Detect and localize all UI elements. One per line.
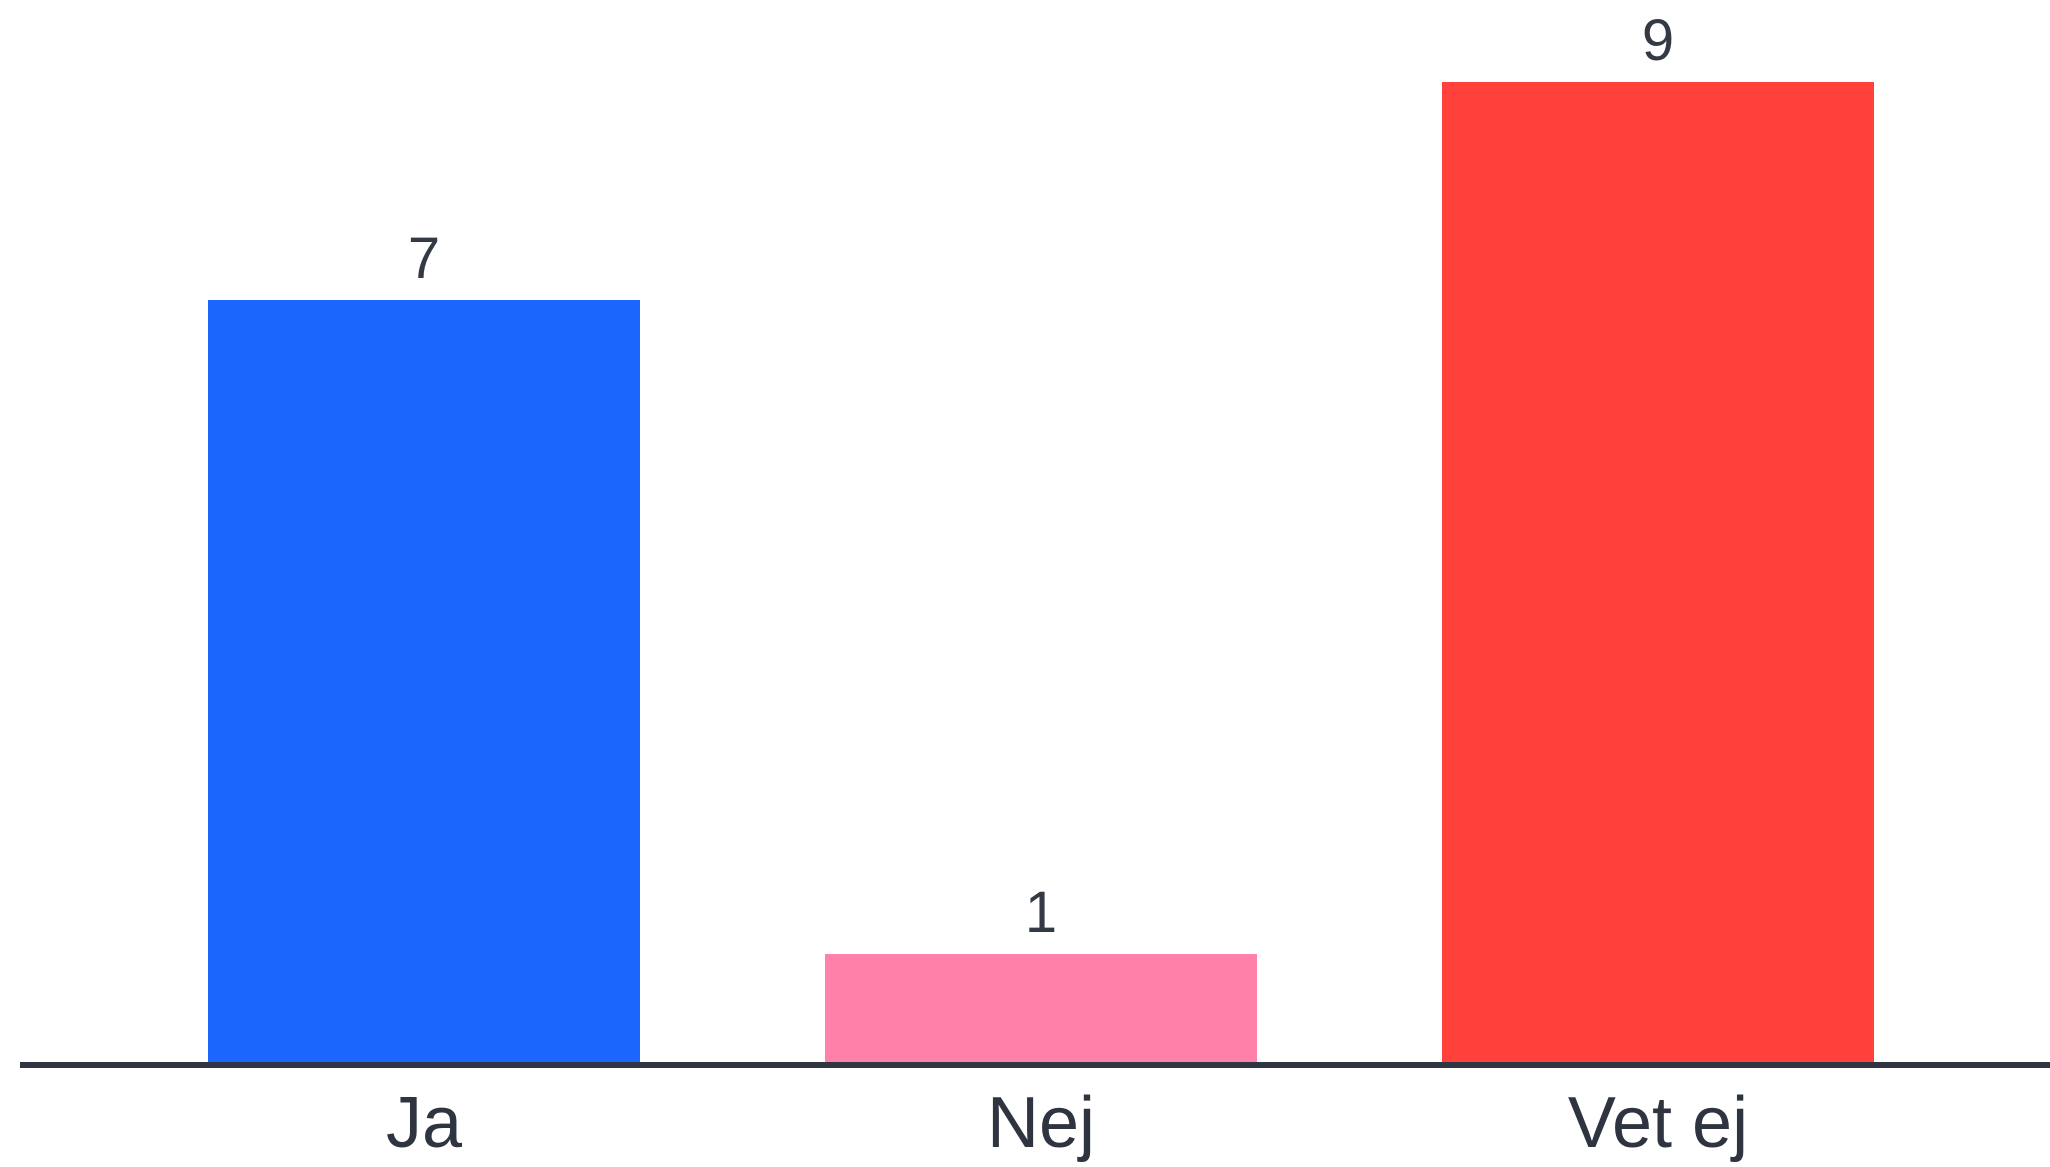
category-labels-layer: Ja Nej Vet ej [386,1083,1748,1163]
category-label-nej: Nej [987,1083,1095,1163]
value-label-vet-ej: 9 [1642,8,1674,73]
category-label-vet-ej: Vet ej [1568,1083,1748,1163]
value-labels-layer: 7 1 9 [408,8,1674,945]
value-label-nej: 1 [1025,880,1057,945]
bar-ja [208,300,640,1063]
bar-vet-ej [1442,82,1874,1063]
value-label-ja: 7 [408,226,440,291]
bar-nej [825,954,1257,1063]
category-label-ja: Ja [386,1083,463,1163]
bars-layer [208,82,1874,1063]
